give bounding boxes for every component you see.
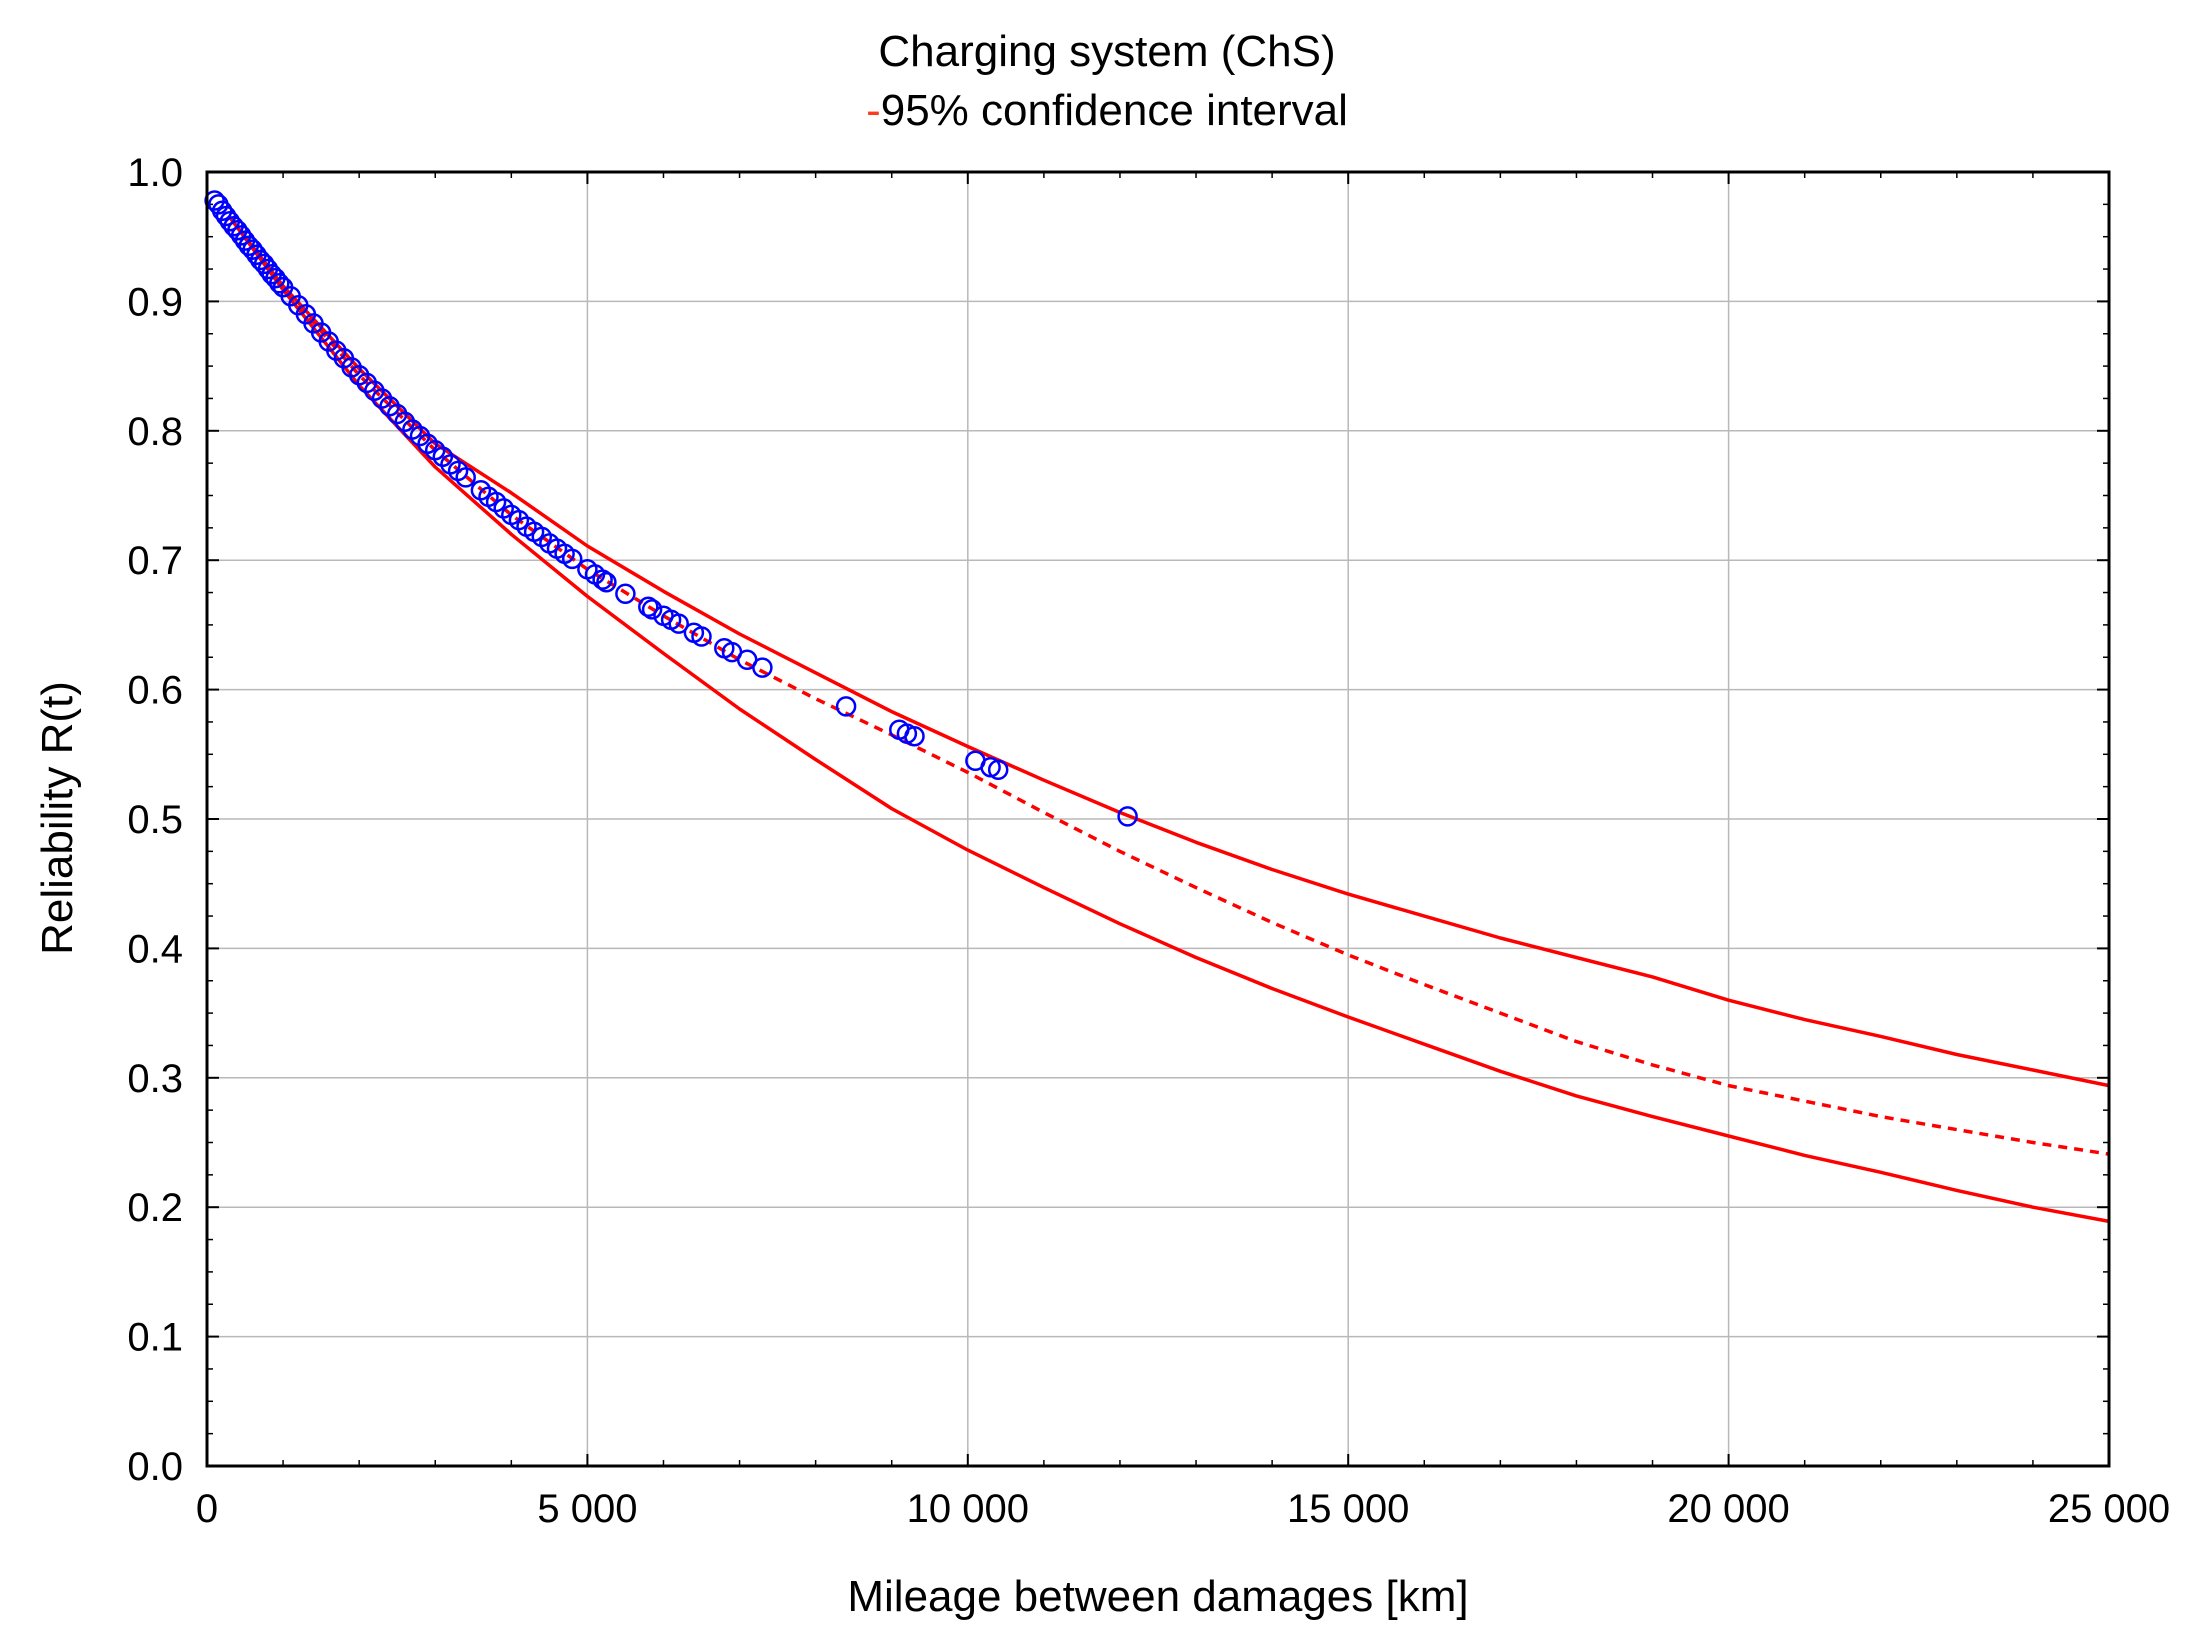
data-point <box>835 696 857 717</box>
y-tick-label: 0.4 <box>127 927 183 971</box>
series-lines <box>228 216 2110 1224</box>
y-tick-label: 0.2 <box>127 1186 183 1230</box>
x-tick-label: 15 000 <box>1287 1487 1409 1531</box>
data-point <box>230 225 252 246</box>
data-point <box>269 273 290 294</box>
x-tick-label: 10 000 <box>907 1487 1029 1531</box>
data-point <box>592 569 613 590</box>
y-tick-label: 0.5 <box>127 798 183 842</box>
y-tick-labels: 0.0 0.1 0.2 0.3 0.4 0.5 0.6 0.7 0.8 0.9 1.0 <box>127 151 183 1489</box>
y-tick-label: 0.0 <box>127 1445 183 1489</box>
data-point <box>752 657 773 678</box>
data-point <box>253 253 275 275</box>
data-point <box>227 219 248 241</box>
x-tick-label: 20 000 <box>1667 1487 1789 1531</box>
y-axis-label: Reliability R(t) <box>33 681 82 955</box>
data-point <box>641 599 663 620</box>
x-tick-labels: 0 5 000 10 000 15 000 20 000 25 000 <box>196 1487 2170 1531</box>
y-tick-label: 0.6 <box>127 669 183 713</box>
data-point <box>455 467 476 488</box>
y-tick-label: 0.8 <box>127 410 183 454</box>
plot-frame <box>205 170 2111 1468</box>
data-point <box>691 626 712 647</box>
data-point <box>638 596 659 618</box>
scatter-points <box>204 190 1138 827</box>
subtitle-text: 95% confidence interval <box>881 86 1348 135</box>
x-tick-label: 0 <box>196 1487 218 1531</box>
data-point <box>561 548 583 570</box>
data-point <box>596 571 617 593</box>
fitted-curve-line <box>228 216 2110 1156</box>
data-point <box>1117 806 1138 827</box>
lower-confidence-line <box>228 216 2110 1224</box>
data-point <box>211 200 233 222</box>
data-point <box>668 613 689 634</box>
data-point <box>615 583 636 605</box>
chart-subtitle: -95% confidence interval <box>866 86 1348 135</box>
x-axis-label: Mileage between damages [km] <box>847 1572 1468 1621</box>
subtitle-marker: - <box>866 86 881 135</box>
upper-confidence-line <box>228 216 2110 1088</box>
grid-lines <box>207 172 2109 1466</box>
y-tick-label: 0.1 <box>127 1316 183 1360</box>
y-tick-label: 0.3 <box>127 1057 183 1101</box>
chart-title: Charging system (ChS) <box>878 27 1335 76</box>
y-tick-label: 0.7 <box>127 539 183 583</box>
x-tick-label: 25 000 <box>2048 1487 2170 1531</box>
y-tick-label: 0.9 <box>127 280 183 324</box>
data-point <box>904 725 925 747</box>
data-point <box>987 759 1009 781</box>
x-tick-label: 5 000 <box>537 1487 637 1531</box>
data-point <box>215 205 237 227</box>
y-tick-label: 1.0 <box>127 151 183 195</box>
